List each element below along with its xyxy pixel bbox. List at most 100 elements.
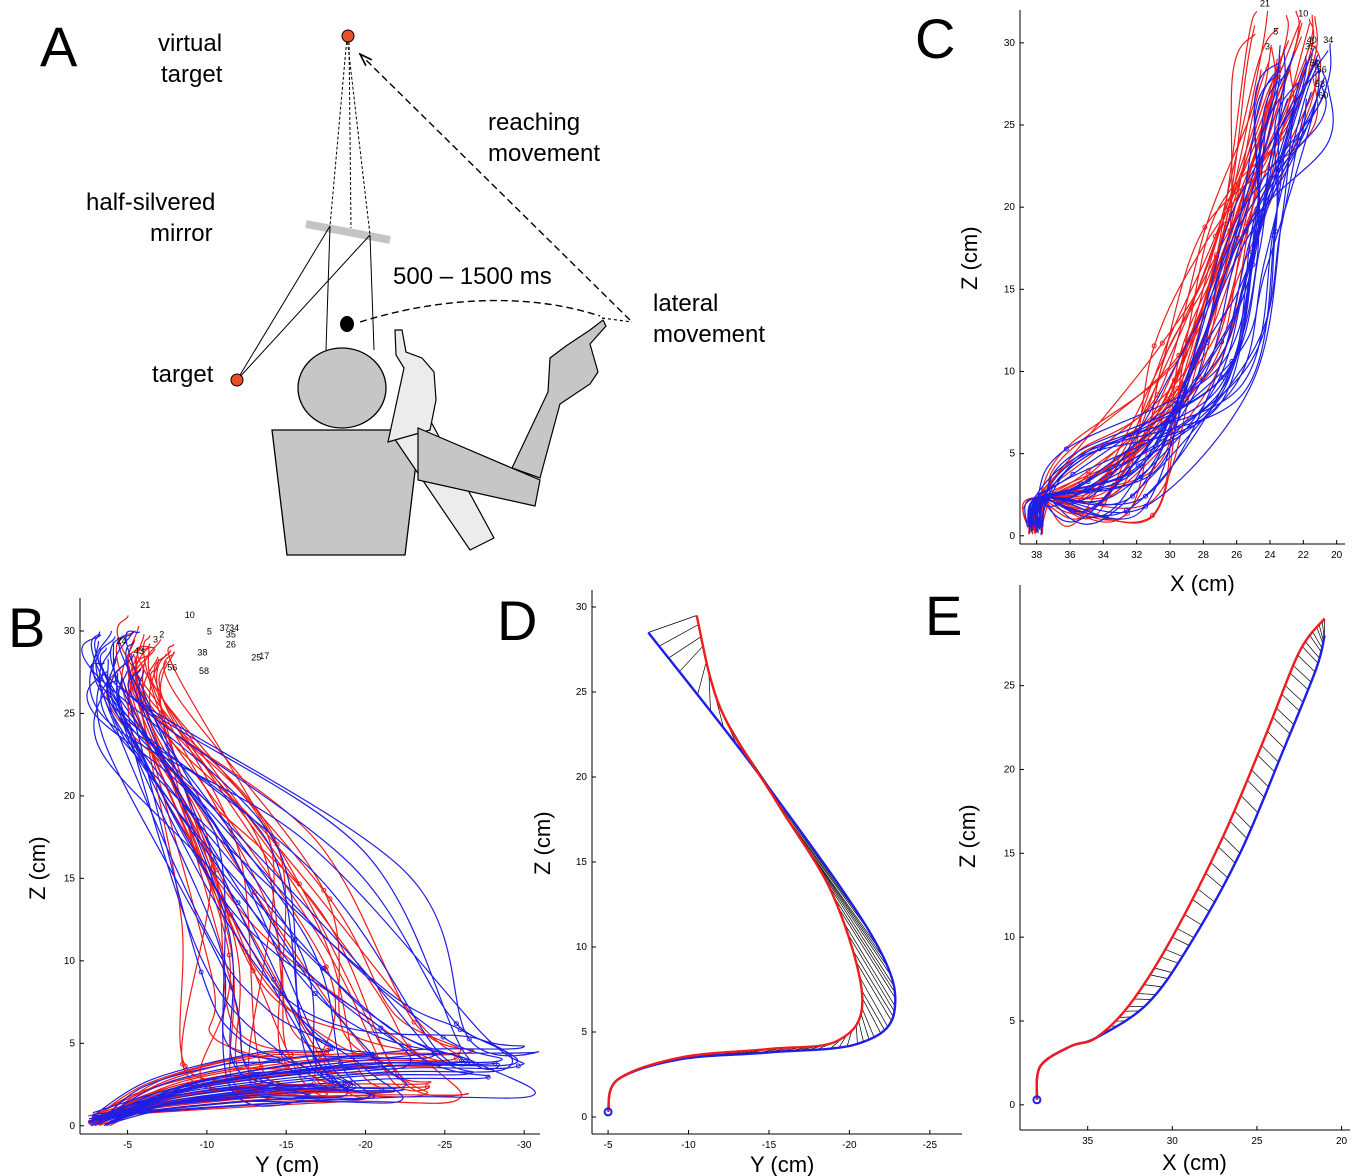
panel-c-trial-label-9: 58 (1315, 79, 1325, 89)
panel-e-hatch-line-44 (1205, 872, 1223, 888)
panel-c-trial-label-2: 5 (1273, 27, 1278, 37)
panel-d-start-marker (603, 1107, 613, 1117)
virtual-target-label-1: virtual (158, 30, 222, 57)
panel-c-trajectory-56 (1035, 57, 1294, 525)
panel-b-marker-37 (463, 1058, 468, 1064)
panel-c-ytick-label-2: 10 (1004, 366, 1016, 377)
panel-e-ytick-label-2: 10 (1004, 932, 1016, 943)
panel-b-trial-label-5: 3 (153, 635, 158, 645)
panel-e-hatch-line-47 (1222, 836, 1241, 854)
panel-c-ytick-label-6: 30 (1004, 38, 1016, 49)
panel-e-hatch-line-37 (1160, 956, 1179, 964)
panel-e-ytick-label-1: 5 (1009, 1016, 1015, 1027)
panel-e-y-label: Z (cm) (955, 804, 980, 868)
panel-a: A virtual target reaching (40, 15, 765, 556)
panel-b-ytick-label-2: 10 (64, 956, 76, 967)
target-ray-left (236, 225, 331, 381)
panel-e-hatch-line-46 (1218, 846, 1236, 864)
panel-c-trial-label-6: 40 (1307, 35, 1317, 45)
panel-d-xtick-label-3: -20 (842, 1140, 857, 1151)
panel-e-hatch-line-36 (1154, 967, 1173, 973)
panel-b-trajectory-24 (96, 665, 288, 1115)
panel-c-trajectory-21 (1030, 10, 1258, 532)
panel-c-marker-59 (1229, 358, 1235, 364)
panel-e-hatch-line-50 (1240, 795, 1259, 814)
panel-b-trajectory-59 (103, 670, 371, 1127)
panel-c-xtick-label-5: 28 (1198, 550, 1210, 561)
initial-hand-shape (387, 329, 437, 443)
lateral-movement-tail (601, 317, 633, 323)
panel-e-hatch-line-67 (1316, 626, 1324, 645)
panel-c-marker-45 (1129, 493, 1135, 499)
panel-e-hatch-line-40 (1176, 928, 1195, 939)
panel-c-marker-36 (1229, 211, 1235, 217)
panel-e-hatch-line-51 (1247, 779, 1265, 798)
panel-b-trajectory-57 (88, 640, 525, 1120)
panel-d-hatch-line-36 (858, 1020, 864, 1042)
virtual-ray-center (348, 36, 352, 229)
panel-e-xtick-label-0: 35 (1082, 1136, 1094, 1147)
panel-c-marker-6 (1151, 343, 1157, 349)
panel-e-ytick-label-3: 15 (1004, 848, 1016, 859)
panel-e-hatch-line-52 (1251, 769, 1269, 788)
virtual-ray-right (346, 36, 371, 236)
panel-c-marker-40 (1078, 481, 1084, 487)
panel-b-plot: -5 -10 -15 -20 -25 -30 0 5 10 15 20 25 30 21 10 5 24 23 3… (25, 598, 540, 1176)
panel-c-marker-57 (1254, 206, 1260, 212)
panel-b-marker-32 (312, 991, 318, 997)
panel-d-y-label: Z (cm) (530, 811, 555, 875)
panel-b-trajectory-53 (100, 658, 347, 1122)
panel-d-hatch-line-39 (861, 997, 882, 1034)
panel-c-xtick-label-1: 36 (1064, 550, 1076, 561)
reaching-movement-arrow (364, 58, 631, 321)
panel-c-marker-16 (1124, 510, 1130, 516)
panel-d-hatch-line-37 (860, 1013, 870, 1040)
panel-d-hatch-line-50 (812, 857, 889, 969)
panel-c-marker-34 (1203, 340, 1209, 346)
panel-b-ytick-label-6: 30 (64, 626, 76, 637)
panel-b-trial-label-0: 21 (140, 600, 150, 610)
panel-b-xtick-label-5: -30 (517, 1140, 532, 1151)
panel-c-xtick-label-9: 20 (1331, 550, 1343, 561)
panel-d-xtick-label-4: -25 (923, 1140, 938, 1151)
panel-b-marker-44 (198, 969, 204, 975)
panel-d-red-mean-curve (606, 615, 864, 1113)
panel-e-hatch-line-64 (1305, 641, 1320, 659)
panel-e-label: E (925, 584, 962, 647)
panel-b-marker-59 (321, 966, 327, 971)
panel-c-trajectory-49 (1042, 96, 1298, 528)
panel-c-marker-39 (1063, 446, 1069, 452)
panel-d-ytick-label-0: 0 (581, 1112, 587, 1123)
panel-d-ytick-label-6: 30 (576, 602, 588, 613)
panel-c-trajectory-24 (1034, 69, 1262, 532)
panel-d-hatch-line-67 (679, 645, 704, 672)
panel-b-trial-label-8: 37 (220, 623, 230, 633)
panel-d-ytick-label-3: 15 (576, 857, 588, 868)
panel-e-hatch-line-62 (1297, 654, 1316, 673)
target-dot (230, 373, 244, 387)
panel-c-marker-53 (1219, 339, 1225, 345)
head-shape (297, 347, 387, 429)
panel-e-hatch-line-63 (1301, 646, 1319, 664)
panel-d-hatch-line-40 (861, 990, 885, 1031)
start-position-dot (340, 316, 354, 332)
panel-b-marker-48 (466, 1036, 472, 1042)
panel-d-hatch-line-38 (861, 1007, 875, 1038)
reaching-label-2: movement (488, 140, 600, 167)
panel-e-hatch-line-55 (1267, 731, 1285, 749)
panel-c-trajectory-45 (1038, 74, 1281, 534)
panel-c-trajectory-59 (1032, 65, 1282, 533)
panel-b-marker-22 (226, 952, 232, 958)
panel-c-marker-12 (1159, 340, 1165, 346)
panel-b-trial-label-12: 25 (251, 653, 261, 663)
panel-d-hatch-line-68 (668, 636, 702, 659)
panel-e-hatch-line-42 (1192, 899, 1210, 912)
upper-arm-shape (417, 427, 541, 507)
panel-d-hatch-line-34 (846, 1030, 853, 1047)
panel-b-marker-30 (214, 867, 220, 873)
panel-c-trajectory-40 (1034, 50, 1295, 524)
panel-d-hatch-line-48 (826, 881, 895, 987)
panel-c-xtick-label-3: 32 (1131, 550, 1143, 561)
panel-b-marker-50 (457, 1027, 463, 1032)
